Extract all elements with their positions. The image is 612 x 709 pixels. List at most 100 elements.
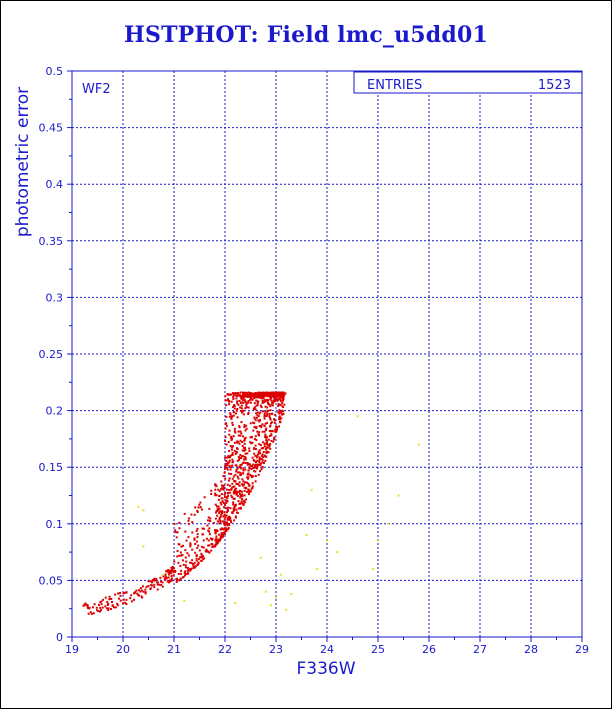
data-point (234, 516, 237, 519)
data-point (247, 477, 250, 480)
data-point (170, 579, 173, 582)
data-point (280, 404, 283, 407)
data-point (230, 473, 233, 476)
data-point (218, 517, 221, 520)
data-point (190, 513, 193, 516)
data-point (217, 505, 220, 508)
data-point (228, 484, 231, 487)
data-point (239, 496, 242, 499)
data-point (280, 395, 283, 398)
data-point (174, 569, 177, 572)
data-point (269, 417, 272, 420)
data-point (207, 529, 210, 532)
data-point (238, 489, 241, 492)
data-point (177, 561, 180, 564)
data-point (225, 488, 228, 491)
data-point (233, 492, 236, 495)
data-point (130, 600, 133, 603)
data-point (276, 399, 279, 402)
data-point (270, 396, 273, 399)
data-point (135, 589, 138, 592)
data-point (230, 393, 233, 396)
data-point (231, 415, 234, 418)
data-point (84, 602, 87, 605)
data-point (202, 558, 205, 561)
data-point (282, 413, 285, 416)
data-point (264, 429, 267, 432)
data-point (250, 476, 253, 479)
data-point (252, 463, 255, 466)
data-point (283, 393, 286, 396)
data-point (274, 428, 277, 431)
data-point (245, 481, 248, 484)
data-point (151, 579, 154, 582)
data-point (227, 526, 230, 529)
data-point (254, 470, 257, 473)
data-point (254, 435, 257, 438)
data-point (224, 467, 227, 470)
data-point (176, 531, 179, 534)
data-point (240, 401, 243, 404)
data-point (133, 598, 136, 601)
data-point (236, 416, 239, 419)
data-point (253, 447, 256, 450)
data-point (104, 596, 107, 599)
data-point (238, 490, 241, 493)
data-point (225, 462, 228, 465)
data-point (264, 422, 267, 425)
data-point (242, 392, 245, 395)
data-point (236, 400, 239, 403)
data-point (252, 395, 255, 398)
data-point (156, 583, 159, 586)
data-point (232, 490, 235, 493)
data-point (208, 533, 211, 536)
data-point (184, 572, 187, 575)
data-point (106, 603, 109, 606)
data-point (86, 604, 89, 607)
data-point (216, 541, 219, 544)
data-point (233, 506, 236, 509)
data-point (224, 515, 227, 518)
data-point (233, 504, 236, 507)
data-point (106, 607, 109, 610)
data-point (256, 414, 259, 417)
data-point (199, 556, 202, 559)
data-point (240, 498, 243, 501)
data-point (170, 572, 173, 575)
x-tick-label: 21 (167, 643, 181, 656)
data-point (99, 606, 102, 609)
data-point (225, 443, 228, 446)
data-point (253, 417, 256, 420)
data-point (242, 413, 245, 416)
data-point (224, 395, 227, 398)
data-point (214, 531, 217, 534)
data-point (109, 607, 112, 610)
data-point (265, 455, 268, 458)
data-point (184, 564, 187, 567)
data-point (263, 412, 266, 415)
data-point (258, 459, 261, 462)
data-point (241, 399, 244, 402)
data-point (239, 473, 242, 476)
data-point (234, 515, 237, 518)
data-point (251, 465, 254, 468)
data-point (261, 466, 264, 469)
data-point (139, 587, 142, 590)
data-point (210, 549, 213, 552)
data-point (275, 426, 278, 429)
data-point (239, 391, 242, 394)
data-point (279, 399, 282, 402)
data-point (214, 539, 217, 542)
data-point (256, 403, 259, 406)
y-tick-label: 0.3 (46, 291, 64, 304)
data-point (270, 422, 273, 425)
stats-box (353, 71, 583, 94)
data-point (227, 518, 230, 521)
data-point (149, 588, 152, 591)
data-point (199, 501, 202, 504)
data-point (179, 564, 182, 567)
data-point (226, 399, 229, 402)
data-point (98, 610, 101, 613)
data-point (232, 507, 235, 510)
data-point (197, 544, 200, 547)
